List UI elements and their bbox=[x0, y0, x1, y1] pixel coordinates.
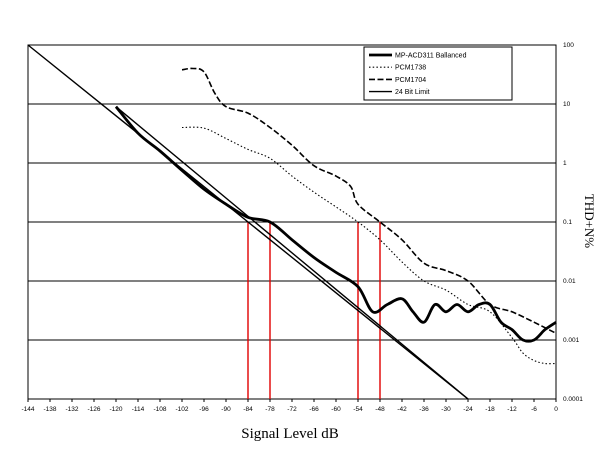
x-tick-label-17: -42 bbox=[397, 406, 407, 413]
y-tick-label-0: 100 bbox=[563, 42, 574, 49]
x-tick-label-8: -96 bbox=[199, 406, 209, 413]
y-tick-label-2: 1 bbox=[563, 160, 567, 167]
x-tick-label-19: -30 bbox=[441, 406, 451, 413]
x-tick-label-13: -66 bbox=[309, 406, 319, 413]
x-tick-label-4: -120 bbox=[109, 406, 122, 413]
x-tick-label-11: -78 bbox=[265, 406, 275, 413]
legend-label-0: MP-ACD311 Ballanced bbox=[395, 53, 467, 60]
x-tick-label-3: -126 bbox=[87, 406, 100, 413]
x-tick-label-1: -138 bbox=[43, 406, 56, 413]
series-line-3 bbox=[115, 106, 469, 400]
x-tick-label-0: -144 bbox=[21, 406, 34, 413]
x-tick-label-14: -60 bbox=[331, 406, 341, 413]
y-tick-label-1: 10 bbox=[563, 101, 571, 108]
legend: MP-ACD311 Ballanced PCM1738 PCM1704 24 Bit … bbox=[363, 46, 513, 101]
x-tick-label-23: -6 bbox=[531, 406, 537, 413]
x-tick-label-12: -72 bbox=[287, 406, 297, 413]
y-axis-ticks: 100 10 1 0.1 0.01 0.001 0.0001 bbox=[563, 42, 583, 403]
y-tick-label-6: 0.0001 bbox=[563, 396, 583, 403]
y-tick-label-4: 0.01 bbox=[563, 278, 576, 285]
series-line-0 bbox=[114, 105, 557, 343]
x-tick-label-16: -48 bbox=[375, 406, 385, 413]
x-tick-label-22: -12 bbox=[507, 406, 517, 413]
x-axis-ticks: -144 -138 -132 -126 -120 -114 -108 -102 -96 -90 -8… bbox=[21, 399, 558, 413]
x-tick-label-20: -24 bbox=[463, 406, 473, 413]
series-layer bbox=[27, 44, 557, 400]
red-marker-lines bbox=[247, 222, 381, 399]
x-tick-label-2: -132 bbox=[65, 406, 78, 413]
x-tick-label-18: -36 bbox=[419, 406, 429, 413]
series-line-2 bbox=[181, 67, 557, 335]
x-tick-label-5: -114 bbox=[132, 406, 145, 413]
legend-label-1: PCM1738 bbox=[395, 65, 426, 72]
reference-line bbox=[27, 44, 469, 400]
x-tick-label-21: -18 bbox=[485, 406, 495, 413]
x-tick-label-9: -90 bbox=[221, 406, 231, 413]
y-tick-label-3: 0.1 bbox=[563, 219, 572, 226]
legend-label-2: PCM1704 bbox=[395, 77, 426, 84]
x-axis-label: Signal Level dB bbox=[241, 426, 339, 442]
x-tick-label-7: -102 bbox=[175, 406, 188, 413]
x-tick-label-24: 0 bbox=[554, 406, 558, 413]
x-tick-label-6: -108 bbox=[153, 406, 166, 413]
legend-label-3: 24 Bit Limit bbox=[395, 89, 430, 96]
y-axis-label: THD+N% bbox=[582, 194, 597, 248]
x-tick-label-15: -54 bbox=[353, 406, 363, 413]
y-tick-label-5: 0.001 bbox=[563, 337, 580, 344]
x-tick-label-10: -84 bbox=[243, 406, 253, 413]
